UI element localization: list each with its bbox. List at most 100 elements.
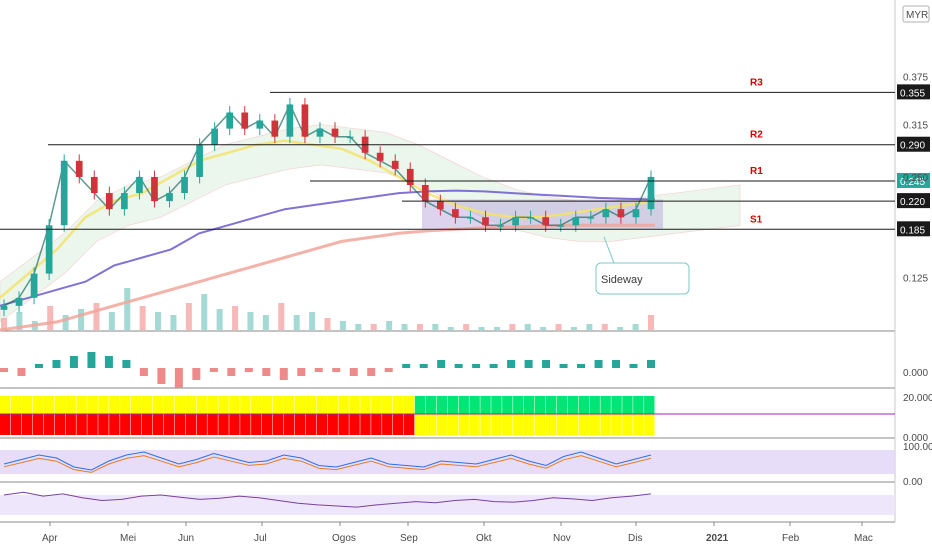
macd-histogram-bar — [192, 368, 201, 380]
volume-bar — [463, 324, 470, 330]
trend-bar-bottom — [425, 414, 437, 435]
volume-bar — [478, 327, 485, 330]
macd-histogram-bar — [489, 364, 498, 368]
trend-bar-bottom — [251, 414, 262, 435]
trend-bar-bottom — [338, 414, 349, 435]
trend-bar-top — [163, 396, 175, 414]
trend-bar-top — [240, 396, 251, 414]
level-price-tag — [897, 221, 930, 237]
trend-bar-bottom — [644, 414, 655, 435]
candle-body — [151, 176, 158, 202]
trend-bar-bottom — [567, 414, 579, 435]
candle-body — [75, 160, 83, 177]
stochastic-panel — [0, 450, 895, 474]
x-tick-label: Dis — [628, 533, 642, 544]
trend-bar-top — [545, 396, 557, 414]
trend-bar-top — [600, 396, 611, 414]
trend-bar-bottom — [556, 414, 568, 435]
level-price-tag-text: 0.290 — [900, 141, 925, 152]
volume-bar — [62, 315, 69, 330]
volume-bar — [447, 327, 454, 330]
x-tick-label: Jul — [254, 533, 267, 544]
volume-bar — [632, 324, 639, 330]
candle-body — [497, 225, 504, 227]
trend-bar-top — [480, 396, 491, 414]
x-tick-label: Apr — [42, 533, 58, 544]
level-label: R3 — [750, 77, 763, 88]
candle-body — [211, 128, 219, 145]
trend-bar-bottom — [152, 414, 164, 435]
ma-long-line — [0, 189, 656, 307]
level-label: R2 — [750, 130, 763, 141]
macd-histogram-bar — [104, 356, 113, 368]
trend-bar-bottom — [32, 414, 44, 435]
trend-bar-bottom — [480, 414, 491, 435]
level-label: R1 — [750, 166, 763, 177]
trend-bar-bottom — [76, 414, 87, 435]
macd-histogram-bar — [122, 360, 131, 368]
volume-bar — [124, 288, 131, 330]
candle-body — [376, 152, 384, 161]
candle-body — [60, 160, 68, 226]
candle-body — [181, 176, 188, 194]
trend-bar-bottom — [240, 414, 251, 435]
trend-bar-top — [436, 396, 448, 414]
trend-bar-bottom — [120, 414, 131, 435]
trend-bar-top — [622, 396, 633, 414]
candle-body — [587, 217, 595, 219]
price-tick-label: 0.315 — [903, 121, 928, 132]
volume-bar — [232, 306, 239, 330]
volume-bar — [216, 309, 223, 330]
trend-bar-top — [513, 396, 524, 414]
trend-bar-top — [196, 396, 207, 414]
volume-bar — [370, 324, 377, 330]
currency-label[interactable]: MYR — [906, 10, 928, 21]
trend-bar-bottom — [196, 414, 207, 435]
trend-bar-top — [272, 396, 284, 414]
candle-body — [241, 112, 249, 129]
candle-body — [436, 201, 444, 210]
trend-bar-top — [120, 396, 131, 414]
trend-bar-top — [32, 396, 44, 414]
trend-bar-top — [556, 396, 568, 414]
trend-bar-bottom — [458, 414, 469, 435]
trend-bar-bottom — [174, 414, 186, 435]
trend-bar-bottom — [54, 414, 65, 435]
volume-bar — [509, 324, 516, 330]
trend-bar-bottom — [316, 414, 327, 435]
trend-bar-bottom — [611, 414, 622, 435]
volume-bar — [1, 318, 7, 330]
macd-histogram-bar — [157, 368, 166, 384]
volume-bar — [170, 315, 177, 330]
volume-bar — [601, 324, 608, 330]
candle-body — [632, 209, 640, 218]
macd-histogram-bar — [612, 360, 621, 368]
price-tick-label: 0.125 — [903, 274, 928, 285]
x-tick-label: Jun — [178, 533, 194, 544]
macd-histogram-bar — [17, 368, 26, 376]
osc-tick-label: 0.000 — [903, 433, 928, 444]
trend-bar-top — [578, 396, 589, 414]
volume-bar — [139, 306, 146, 330]
trend-bar-top — [98, 396, 109, 414]
trend-bar-top — [0, 396, 11, 414]
x-axis: Apr Mei Jun Jul Ogos Sep Okt Nov Dis 2021 Feb Mac — [42, 522, 873, 544]
volume-bar — [416, 324, 423, 330]
macd-histogram-bar — [297, 368, 306, 376]
macd-histogram-bar — [507, 360, 516, 368]
trend-bar-bottom — [229, 414, 240, 435]
trend-bar-top — [349, 396, 360, 414]
volume-bar — [247, 312, 254, 330]
trend-bar-bottom — [469, 414, 480, 435]
trend-bar-top — [524, 396, 535, 414]
osc-tick-label: 100.00 — [903, 442, 932, 453]
trend-bar-top — [152, 396, 164, 414]
trend-bar-bottom — [491, 414, 502, 435]
candle-body — [617, 209, 625, 218]
trend-bar-bottom — [327, 414, 338, 435]
macd-histogram-bar — [384, 368, 393, 372]
trend-bar-top — [567, 396, 579, 414]
trend-bar-bottom — [600, 414, 611, 435]
stoch-d-line — [3, 455, 652, 473]
trend-bar-top — [305, 396, 317, 414]
